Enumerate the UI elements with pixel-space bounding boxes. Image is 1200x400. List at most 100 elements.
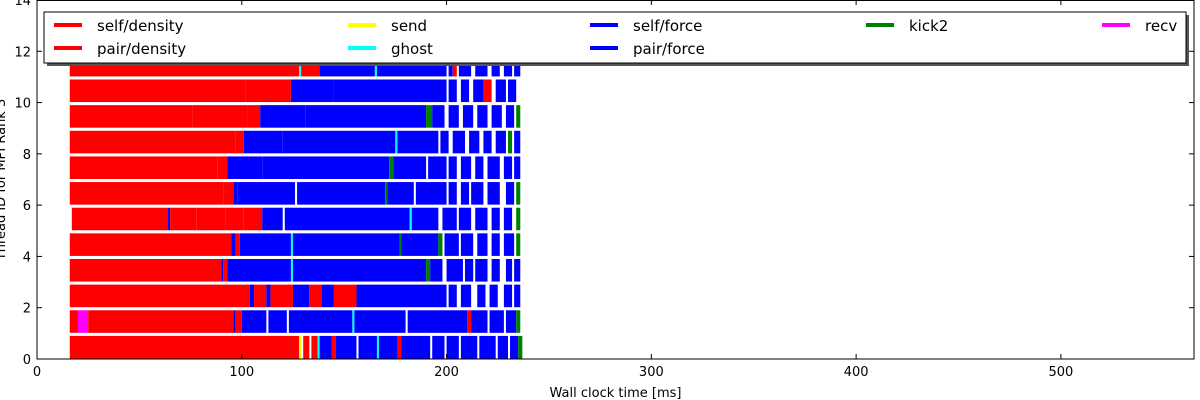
task-bar-pair-density xyxy=(223,258,228,282)
task-bar-kick2 xyxy=(438,233,443,256)
task-bar-self-density xyxy=(69,310,78,333)
task-bar-pair-force xyxy=(487,182,500,205)
task-bar-self-density xyxy=(69,79,246,103)
task-bar-self-density xyxy=(225,207,244,231)
task-bar-pair-density xyxy=(192,105,248,128)
legend-label: pair/force xyxy=(633,40,705,58)
task-bar-self-density xyxy=(69,105,193,128)
task-bar-pair-force xyxy=(411,207,439,231)
task-bar-pair-force xyxy=(446,335,459,359)
legend-label: ghost xyxy=(391,40,433,58)
task-bar-pair-force xyxy=(464,258,474,282)
task-bar-pair-force xyxy=(354,310,406,333)
task-bar-pair-density xyxy=(303,335,310,359)
task-bar-pair-force xyxy=(491,207,500,231)
task-bar-pair-force xyxy=(444,233,459,256)
task-bar-pair-force xyxy=(241,310,267,333)
task-bar-pair-force xyxy=(393,156,427,179)
task-bar-self-density xyxy=(69,156,218,179)
task-bar-pair-force xyxy=(503,207,513,231)
legend-label: self/density xyxy=(97,17,184,35)
task-bar-pair-force xyxy=(460,233,474,256)
task-bar-ghost xyxy=(290,233,293,256)
task-bar-pair-force xyxy=(233,310,236,333)
task-bar-pair-force xyxy=(503,156,513,179)
task-bar-self-force xyxy=(319,335,332,359)
task-bar-pair-force xyxy=(505,310,517,333)
task-bar-pair-force xyxy=(297,182,386,205)
task-bar-pair-density xyxy=(243,207,263,231)
task-bar-pair-force xyxy=(448,156,457,179)
task-bar-ghost xyxy=(290,258,293,282)
task-bar-pair-force xyxy=(489,284,498,308)
task-bar-pair-force xyxy=(448,284,457,308)
task-bar-pair-force xyxy=(432,335,445,359)
task-bar-pair-force xyxy=(428,156,447,179)
task-bar-pair-force xyxy=(460,182,470,205)
task-bar-self-density xyxy=(69,233,232,256)
y-tick-label: 4 xyxy=(23,250,31,265)
task-bar-pair-force xyxy=(479,335,496,359)
task-bar-pair-density xyxy=(235,130,244,154)
task-bar-pair-force xyxy=(268,310,287,333)
task-bar-kick2 xyxy=(516,310,521,333)
task-bar-pair-force xyxy=(489,310,504,333)
task-bar-self-density xyxy=(170,207,197,231)
task-bar-pair-force xyxy=(221,258,224,282)
task-bar-pair-force xyxy=(460,335,478,359)
y-tick-label: 0 xyxy=(23,353,31,368)
legend-label: send xyxy=(391,17,427,35)
task-bar-pair-force xyxy=(262,156,390,179)
task-bar-pair-force xyxy=(510,335,519,359)
task-bar-pair-density xyxy=(483,79,492,103)
task-bar-pair-force xyxy=(290,79,334,103)
task-bar-pair-force xyxy=(335,335,357,359)
task-bar-pair-force xyxy=(401,335,431,359)
task-bar-pair-force xyxy=(471,182,484,205)
task-bar-pair-force xyxy=(505,258,513,282)
task-bar-pair-force xyxy=(460,284,472,308)
task-bar-pair-force xyxy=(460,156,472,179)
task-bar-pair-density xyxy=(467,310,472,333)
task-bar-pair-force xyxy=(321,284,334,308)
task-bar-pair-force xyxy=(448,182,457,205)
task-bar-pair-force xyxy=(477,105,488,128)
task-bar-kick2 xyxy=(426,105,433,128)
task-bar-pair-density xyxy=(333,284,357,308)
task-bar-pair-force xyxy=(333,79,447,103)
task-bar-pair-force xyxy=(448,79,457,103)
task-bar-self-density xyxy=(69,182,224,205)
task-bar-pair-force xyxy=(292,284,310,308)
task-bar-self-density xyxy=(88,310,234,333)
task-bar-pair-force xyxy=(415,182,447,205)
task-bar-self-density xyxy=(247,105,261,128)
task-bar-pair-force xyxy=(495,130,506,154)
task-bar-pair-density xyxy=(196,207,226,231)
task-bar-pair-density xyxy=(311,335,318,359)
task-bar-kick2 xyxy=(516,182,521,205)
legend-box xyxy=(43,11,1187,64)
plot-frame xyxy=(36,0,1195,360)
task-bar-kick2 xyxy=(389,156,394,179)
task-bar-pair-force xyxy=(514,130,521,154)
task-bar-kick2 xyxy=(516,105,521,128)
task-bar-pair-force xyxy=(387,182,414,205)
task-bar-pair-force xyxy=(231,233,236,256)
task-bar-self-density xyxy=(69,335,300,359)
task-bar-pair-force xyxy=(505,105,515,128)
task-bar-pair-force xyxy=(514,258,521,282)
task-bar-pair-force xyxy=(460,79,470,103)
task-bar-pair-force xyxy=(514,284,521,308)
task-bar-pair-force xyxy=(503,284,513,308)
task-bar-pair-force xyxy=(292,258,427,282)
task-bar-pair-force xyxy=(397,130,439,154)
y-tick-label: 8 xyxy=(23,148,31,163)
task-bar-pair-force xyxy=(448,105,459,128)
task-bar-pair-force xyxy=(358,335,377,359)
task-bars xyxy=(69,53,523,359)
x-tick-label: 300 xyxy=(639,365,664,380)
task-bar-pair-force xyxy=(487,156,500,179)
task-bar-pair-force xyxy=(477,233,488,256)
task-bar-pair-force xyxy=(233,182,238,205)
